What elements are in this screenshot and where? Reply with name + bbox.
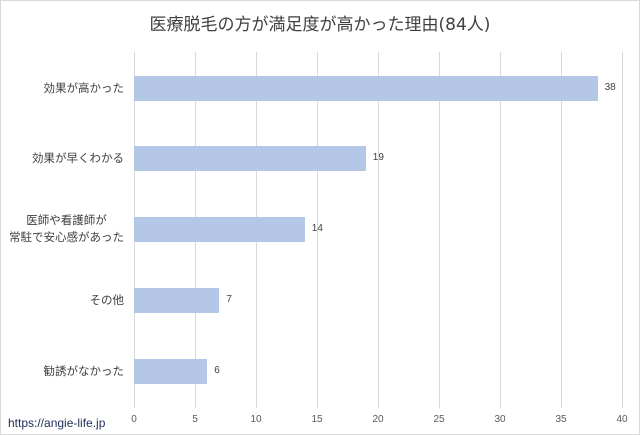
x-tick-label: 40 <box>616 414 628 425</box>
category-label: 効果が高かった <box>43 80 125 95</box>
category-label: 効果が早くわかる <box>32 150 124 165</box>
gridline <box>622 52 623 408</box>
x-tick-label: 35 <box>555 414 567 425</box>
bar <box>134 217 305 242</box>
data-label: 6 <box>214 365 220 376</box>
gridline <box>317 52 318 408</box>
data-label: 19 <box>372 152 384 163</box>
category-label: 医師や看護師が 常駐で安心感があった <box>9 213 124 244</box>
x-tick-label: 25 <box>433 414 445 425</box>
chart-title: 医療脱毛の方が満足度が高かった理由(84人) <box>149 15 491 35</box>
data-label: 38 <box>604 82 616 93</box>
x-tick-label: 15 <box>311 414 323 425</box>
bar <box>134 76 598 101</box>
gridline <box>500 52 501 408</box>
bar <box>134 146 366 171</box>
x-tick-label: 0 <box>131 414 137 425</box>
category-label: その他 <box>89 292 125 307</box>
watermark: https://angie-life.jp <box>8 416 106 430</box>
data-label: 7 <box>226 294 232 305</box>
x-tick-label: 20 <box>372 414 384 425</box>
x-tick-label: 5 <box>192 414 198 425</box>
x-tick-label: 10 <box>250 414 262 425</box>
x-tick-label: 30 <box>494 414 506 425</box>
gridline <box>439 52 440 408</box>
bar <box>134 288 220 313</box>
category-label: 勧誘がなかった <box>43 363 125 378</box>
data-label: 14 <box>311 223 323 234</box>
gridline <box>561 52 562 408</box>
bar <box>134 359 208 384</box>
gridline <box>378 52 379 408</box>
